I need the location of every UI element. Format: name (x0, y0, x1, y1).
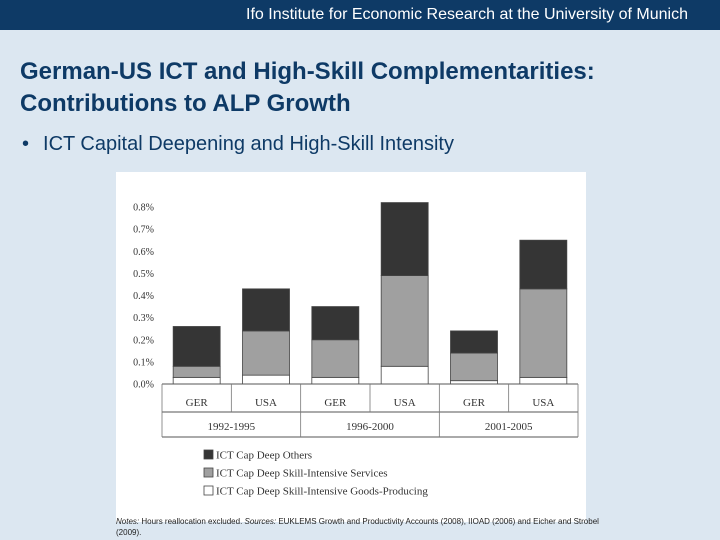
bar-segment (380, 365, 429, 385)
legend-swatch (203, 485, 214, 496)
chart-panel: 0.0% 0.1% 0.2% 0.3% 0.4% 0.5% 0.6% 0.7% 0.8% GER U… (116, 172, 586, 522)
x-category-label: GER (324, 397, 347, 409)
x-category-label: USA (394, 397, 416, 409)
x-category-label: GER (186, 397, 209, 409)
bar-segment (311, 339, 360, 378)
bar-segment (242, 288, 290, 332)
slide-title: German-US ICT and High-Skill Complementa… (20, 58, 595, 117)
bar-segment (172, 326, 221, 367)
chart-notes: Notes: Hours reallocation excluded. Sour… (116, 516, 616, 538)
bar-segment (311, 306, 360, 341)
y-tick-label: 0.3% (133, 313, 154, 324)
bar-segment (172, 365, 221, 378)
bar-segment (242, 374, 290, 385)
x-group-label: 2001-2005 (485, 421, 533, 433)
notes-text: Hours reallocation excluded. (139, 517, 245, 526)
notes-label: Notes: (116, 517, 140, 526)
legend-label: ICT Cap Deep Skill-Intensive Services (216, 468, 387, 480)
bar-segment (519, 288, 568, 378)
sources-text: EUKLEMS Growth and Productivity Accounts… (116, 517, 599, 537)
legend-label: ICT Cap Deep Others (216, 450, 312, 462)
y-tick-label: 0.7% (133, 225, 154, 236)
y-tick-label: 0.5% (133, 269, 154, 280)
x-category-label: GER (463, 397, 486, 409)
bar-segment (450, 352, 498, 382)
y-tick-label: 0.8% (133, 203, 154, 214)
bar-segment (380, 202, 429, 276)
x-category-label: USA (532, 397, 554, 409)
bullet-point: • ICT Capital Deepening and High-Skill In… (22, 133, 454, 156)
stacked-bar-chart: 0.0% 0.1% 0.2% 0.3% 0.4% 0.5% 0.6% 0.7% 0.8% GER U… (133, 202, 579, 498)
bar-segment (519, 376, 568, 385)
bar-segment (311, 376, 360, 385)
legend-swatch (203, 467, 214, 478)
header-bar: Ifo Institute for Economic Research at t… (0, 0, 720, 30)
bullet-text: ICT Capital Deepening and High-Skill Int… (43, 133, 454, 155)
legend-swatch (203, 449, 214, 460)
y-tick-label: 0.4% (133, 291, 154, 302)
bar-segment (172, 376, 221, 385)
bar-segment (242, 330, 290, 376)
y-tick-label: 0.1% (133, 357, 154, 368)
legend-label: ICT Cap Deep Skill-Intensive Goods-Produ… (216, 486, 428, 498)
x-group-label: 1996-2000 (346, 421, 394, 433)
bar-segment (380, 275, 429, 367)
x-group-label: 1992-1995 (207, 421, 255, 433)
institute-name: Ifo Institute for Economic Research at t… (246, 6, 688, 23)
y-tick-label: 0.0% (133, 380, 154, 391)
y-tick-label: 0.2% (133, 335, 154, 346)
y-tick-label: 0.6% (133, 247, 154, 258)
sources-label: Sources: (244, 517, 277, 526)
x-category-label: USA (255, 397, 277, 409)
bar-segment (519, 239, 568, 290)
bar-segment (450, 330, 498, 354)
bullet-icon: • (22, 133, 30, 155)
